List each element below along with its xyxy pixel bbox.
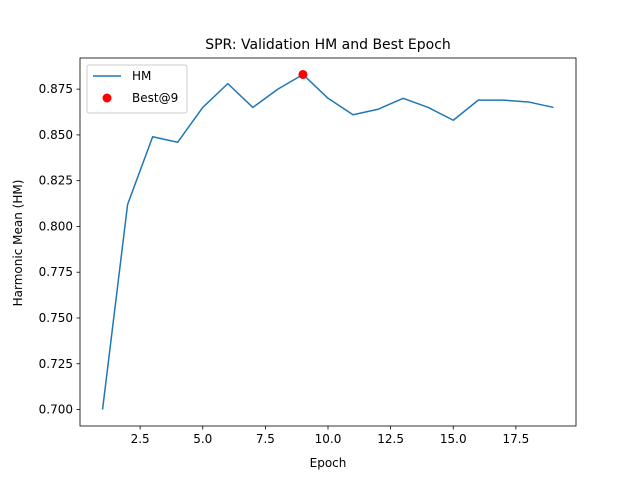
x-tick-label: 12.5 [377, 432, 404, 446]
legend-box [86, 64, 188, 114]
plot-frame [79, 57, 577, 427]
series-line-hm [101, 73, 554, 410]
x-axis-ticks: 2.5 5.0 7.5 10.0 12.5 15.0 17.5 [131, 426, 530, 446]
y-axis-ticks: 0.700 0.725 0.750 0.775 0.800 0.825 0.850 0.875 [39, 82, 80, 417]
plot-series [101, 73, 554, 410]
x-tick-label: 7.5 [256, 432, 275, 446]
y-tick-label: 0.800 [39, 219, 73, 233]
x-tick-label: 5.0 [193, 432, 212, 446]
legend-label-hm: HM [132, 69, 151, 83]
legend-marker-swatch [102, 93, 112, 103]
x-axis-label: Epoch [310, 456, 347, 470]
chart-title: SPR: Validation HM and Best Epoch [205, 37, 451, 53]
y-axis-label: Harmonic Mean (HM) [11, 180, 25, 307]
plot-markers [298, 69, 308, 79]
y-tick-label: 0.750 [39, 311, 73, 325]
x-tick-label: 15.0 [440, 432, 467, 446]
y-tick-label: 0.825 [39, 174, 73, 188]
x-tick-label: 17.5 [503, 432, 530, 446]
y-tick-label: 0.850 [39, 128, 73, 142]
best-epoch-marker [298, 69, 308, 79]
y-tick-label: 0.875 [39, 82, 73, 96]
legend-label-best: Best@9 [132, 91, 178, 105]
legend: HM Best@9 [86, 64, 188, 114]
x-tick-label: 2.5 [131, 432, 150, 446]
y-tick-label: 0.725 [39, 357, 73, 371]
y-tick-label: 0.775 [39, 265, 73, 279]
y-tick-label: 0.700 [39, 403, 73, 417]
x-tick-label: 10.0 [315, 432, 342, 446]
